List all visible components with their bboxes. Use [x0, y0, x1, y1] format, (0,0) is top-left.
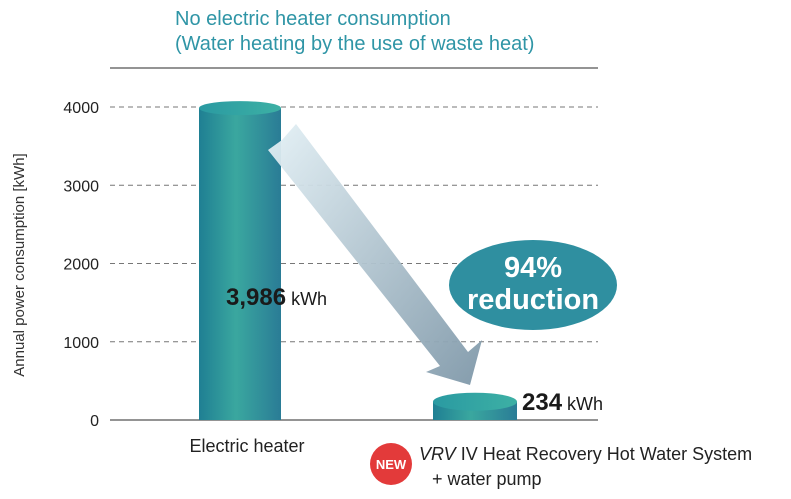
bar-2 — [433, 392, 517, 420]
bar-body-1 — [199, 108, 281, 421]
bars — [199, 101, 517, 421]
y-tick-0: 0 — [90, 413, 99, 430]
category-vrv-rest: IV Heat Recovery Hot Water System — [456, 444, 752, 464]
y-tick-2000: 2000 — [63, 257, 99, 274]
reduction-arrow — [268, 124, 482, 385]
category-label-electric-heater: Electric heater — [189, 436, 304, 456]
value-unit-1: kWh — [291, 289, 327, 309]
y-tick-4000: 4000 — [63, 100, 99, 117]
annotation-line-2: (Water heating by the use of waste heat) — [175, 33, 535, 55]
annotation-line-1: No electric heater consumption — [175, 8, 451, 30]
reduction-percent: 94% — [504, 252, 562, 284]
value-label-electric-heater: 3,986 kWh — [226, 284, 327, 311]
new-badge — [370, 443, 412, 485]
reduction-label: reduction — [467, 284, 599, 316]
reduction-bubble: 94% reduction — [449, 240, 617, 330]
reduction-ellipse — [449, 240, 617, 330]
bar-1 — [199, 101, 281, 421]
value-unit-2: kWh — [567, 394, 603, 414]
bar-cap-2 — [433, 392, 517, 411]
y-axis-title: Annual power consumption [kWh] — [11, 153, 28, 376]
value-number-2: 234 — [522, 389, 563, 416]
y-tick-1000: 1000 — [63, 335, 99, 352]
category-label-vrv-line2: + water pump — [432, 469, 542, 489]
y-axis-ticks: 0 1000 2000 3000 4000 — [63, 100, 99, 430]
bar-cap-1 — [199, 101, 281, 116]
category-vrv-italic: VRV — [419, 444, 458, 464]
value-number-1: 3,986 — [226, 284, 286, 311]
category-label-vrv: VRV IV Heat Recovery Hot Water System — [419, 444, 752, 464]
y-tick-3000: 3000 — [63, 178, 99, 195]
value-label-vrv: 234 kWh — [522, 389, 603, 416]
new-badge-text: NEW — [376, 457, 407, 472]
